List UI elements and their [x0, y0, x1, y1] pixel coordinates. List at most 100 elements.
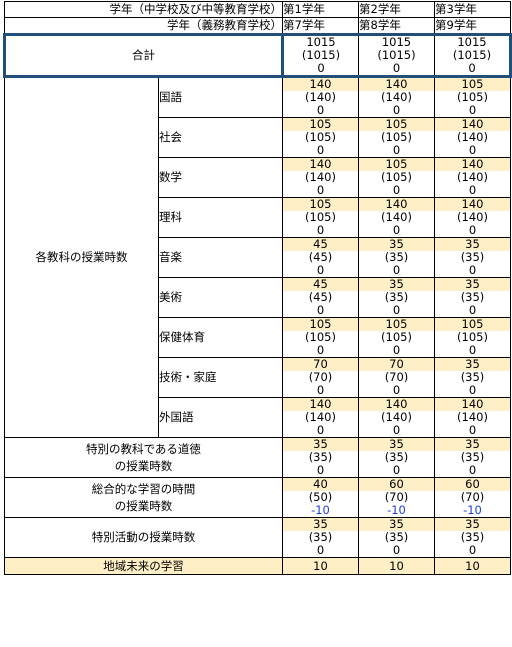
value-top: 35 [359, 238, 434, 251]
value-mid: (70) [460, 490, 485, 504]
value-top: 105 [283, 118, 358, 131]
subject-name: 理科 [158, 197, 283, 238]
value-top: 35 [435, 518, 510, 531]
header-grade-7: 第7学年 [282, 17, 359, 35]
value-bot: 0 [316, 383, 325, 397]
value-mid: (70) [384, 370, 409, 384]
value-top: 140 [359, 198, 434, 211]
value-mid: (140) [305, 90, 336, 104]
chiiki-row: 地域未来の学習 10 10 10 [4, 557, 511, 575]
value-mid: (35) [460, 290, 485, 304]
integrated-row: 総合的な学習の時間 の授業時数 40 (50) -10 60 (70) -10 60 (7… [4, 477, 511, 518]
value-top: 70 [359, 358, 434, 371]
value-top: 105 [359, 318, 434, 331]
value-top: 35 [435, 358, 510, 371]
value-top: 105 [283, 198, 358, 211]
special-cell: 35 (35) 0 [434, 517, 511, 558]
subject-cell: 35 (35) 0 [358, 237, 435, 278]
value-top: 60 [359, 478, 434, 491]
value-mid: (35) [460, 450, 485, 464]
subject-cell: 35 (35) 0 [434, 277, 511, 318]
value-bot: 0 [316, 263, 325, 277]
value-bot: 0 [392, 383, 401, 397]
total-value-top: 1015 [381, 35, 412, 49]
subject-cell: 105 (105) 0 [434, 317, 511, 358]
header-grade-2: 第2学年 [358, 1, 435, 18]
value-top: 105 [435, 78, 510, 91]
subject-cell: 105 (105) 0 [434, 76, 511, 118]
value-bot: 0 [468, 183, 477, 197]
subject-cell: 105 (105) 0 [358, 117, 435, 158]
value-mid: (105) [305, 210, 336, 224]
subject-cell: 70 (70) 0 [358, 357, 435, 398]
subject-cell: 140 (140) 0 [282, 397, 359, 438]
value-bot: 0 [468, 263, 477, 277]
value-mid: (35) [384, 290, 409, 304]
subject-cell: 140 (140) 0 [434, 157, 511, 198]
value-mid: (140) [457, 210, 488, 224]
value-top: 35 [435, 238, 510, 251]
value-mid: (35) [460, 370, 485, 384]
value-top: 105 [359, 118, 434, 131]
value-mid: (35) [308, 450, 333, 464]
subject-row-hoken: 保健体育 105 (105) 0 105 (105) 0 105 (105) 0 [5, 317, 511, 358]
subject-cell: 140 (140) 0 [282, 76, 359, 118]
value-top: 105 [359, 158, 434, 171]
moral-cell: 35 (35) 0 [358, 437, 435, 478]
value-bot: 0 [468, 143, 477, 157]
value-bot: 0 [468, 223, 477, 237]
value-bot: 0 [316, 143, 325, 157]
value-bot: 0 [392, 463, 401, 477]
value-top: 140 [359, 398, 434, 411]
subject-cell: 140 (140) 0 [434, 197, 511, 238]
moral-label-line1: 特別の教科である道徳 [86, 441, 201, 456]
value-top: 40 [283, 478, 358, 491]
special-row: 特別活動の授業時数 35 (35) 0 35 (35) 0 35 (35) 0 [4, 517, 511, 558]
value-top: 35 [359, 438, 434, 451]
value-top: 35 [435, 278, 510, 291]
subject-row-gijutsu: 技術・家庭 70 (70) 0 70 (70) 0 35 (35) 0 [5, 357, 511, 398]
value-bot: 0 [392, 103, 401, 117]
value-bot: 0 [468, 343, 477, 357]
value-bot: 0 [316, 303, 325, 317]
curriculum-hours-table: 学年（中学校及び中等教育学校） 第1学年 第2学年 第3学年 学年（義務教育学校… [3, 1, 512, 575]
subject-row-gaikokugo: 外国語 140 (140) 0 140 (140) 0 140 (140) 0 [5, 397, 511, 438]
value-mid: (140) [305, 410, 336, 424]
subject-cell: 105 (105) 0 [358, 317, 435, 358]
value-mid: (140) [381, 90, 412, 104]
value-mid: (35) [384, 250, 409, 264]
integrated-cell: 60 (70) -10 [434, 477, 511, 518]
subject-cell: 105 (105) 0 [282, 317, 359, 358]
value-mid: (45) [308, 250, 333, 264]
subject-cell: 35 (35) 0 [358, 277, 435, 318]
integrated-label-line1: 総合的な学習の時間 [91, 481, 196, 496]
header-row-junior: 学年（中学校及び中等教育学校） 第1学年 第2学年 第3学年 [4, 1, 511, 18]
subject-cell: 140 (140) 0 [358, 397, 435, 438]
total-row: 合計 1015 (1015) 0 1015 (1015) 0 1015 (101… [3, 33, 512, 78]
value-mid: (35) [460, 530, 485, 544]
subject-name: 美術 [158, 277, 283, 318]
subject-cell: 140 (140) 0 [358, 197, 435, 238]
value-top: 35 [359, 518, 434, 531]
value-bot: 0 [392, 183, 401, 197]
subject-cell: 105 (105) 0 [282, 197, 359, 238]
value-bot: 0 [316, 343, 325, 357]
total-cell-1: 1015 (1015) 0 [282, 33, 359, 78]
value-mid: (70) [384, 490, 409, 504]
value-bot: 0 [468, 383, 477, 397]
subject-cell: 105 (105) 0 [282, 117, 359, 158]
special-cell: 35 (35) 0 [358, 517, 435, 558]
value-mid: (105) [457, 90, 488, 104]
subject-cell: 140 (140) 0 [434, 397, 511, 438]
total-label: 合計 [3, 33, 284, 78]
value-top: 60 [435, 478, 510, 491]
value-bot: 0 [468, 303, 477, 317]
total-value-bot: 0 [392, 61, 401, 75]
value-bot: 0 [468, 103, 477, 117]
chiiki-value: 10 [358, 557, 435, 575]
value-bot: 0 [392, 223, 401, 237]
total-value-mid: (1015) [452, 48, 492, 62]
subject-row-bijutsu: 美術 45 (45) 0 35 (35) 0 35 (35) 0 [5, 277, 511, 318]
value-mid: (35) [384, 530, 409, 544]
